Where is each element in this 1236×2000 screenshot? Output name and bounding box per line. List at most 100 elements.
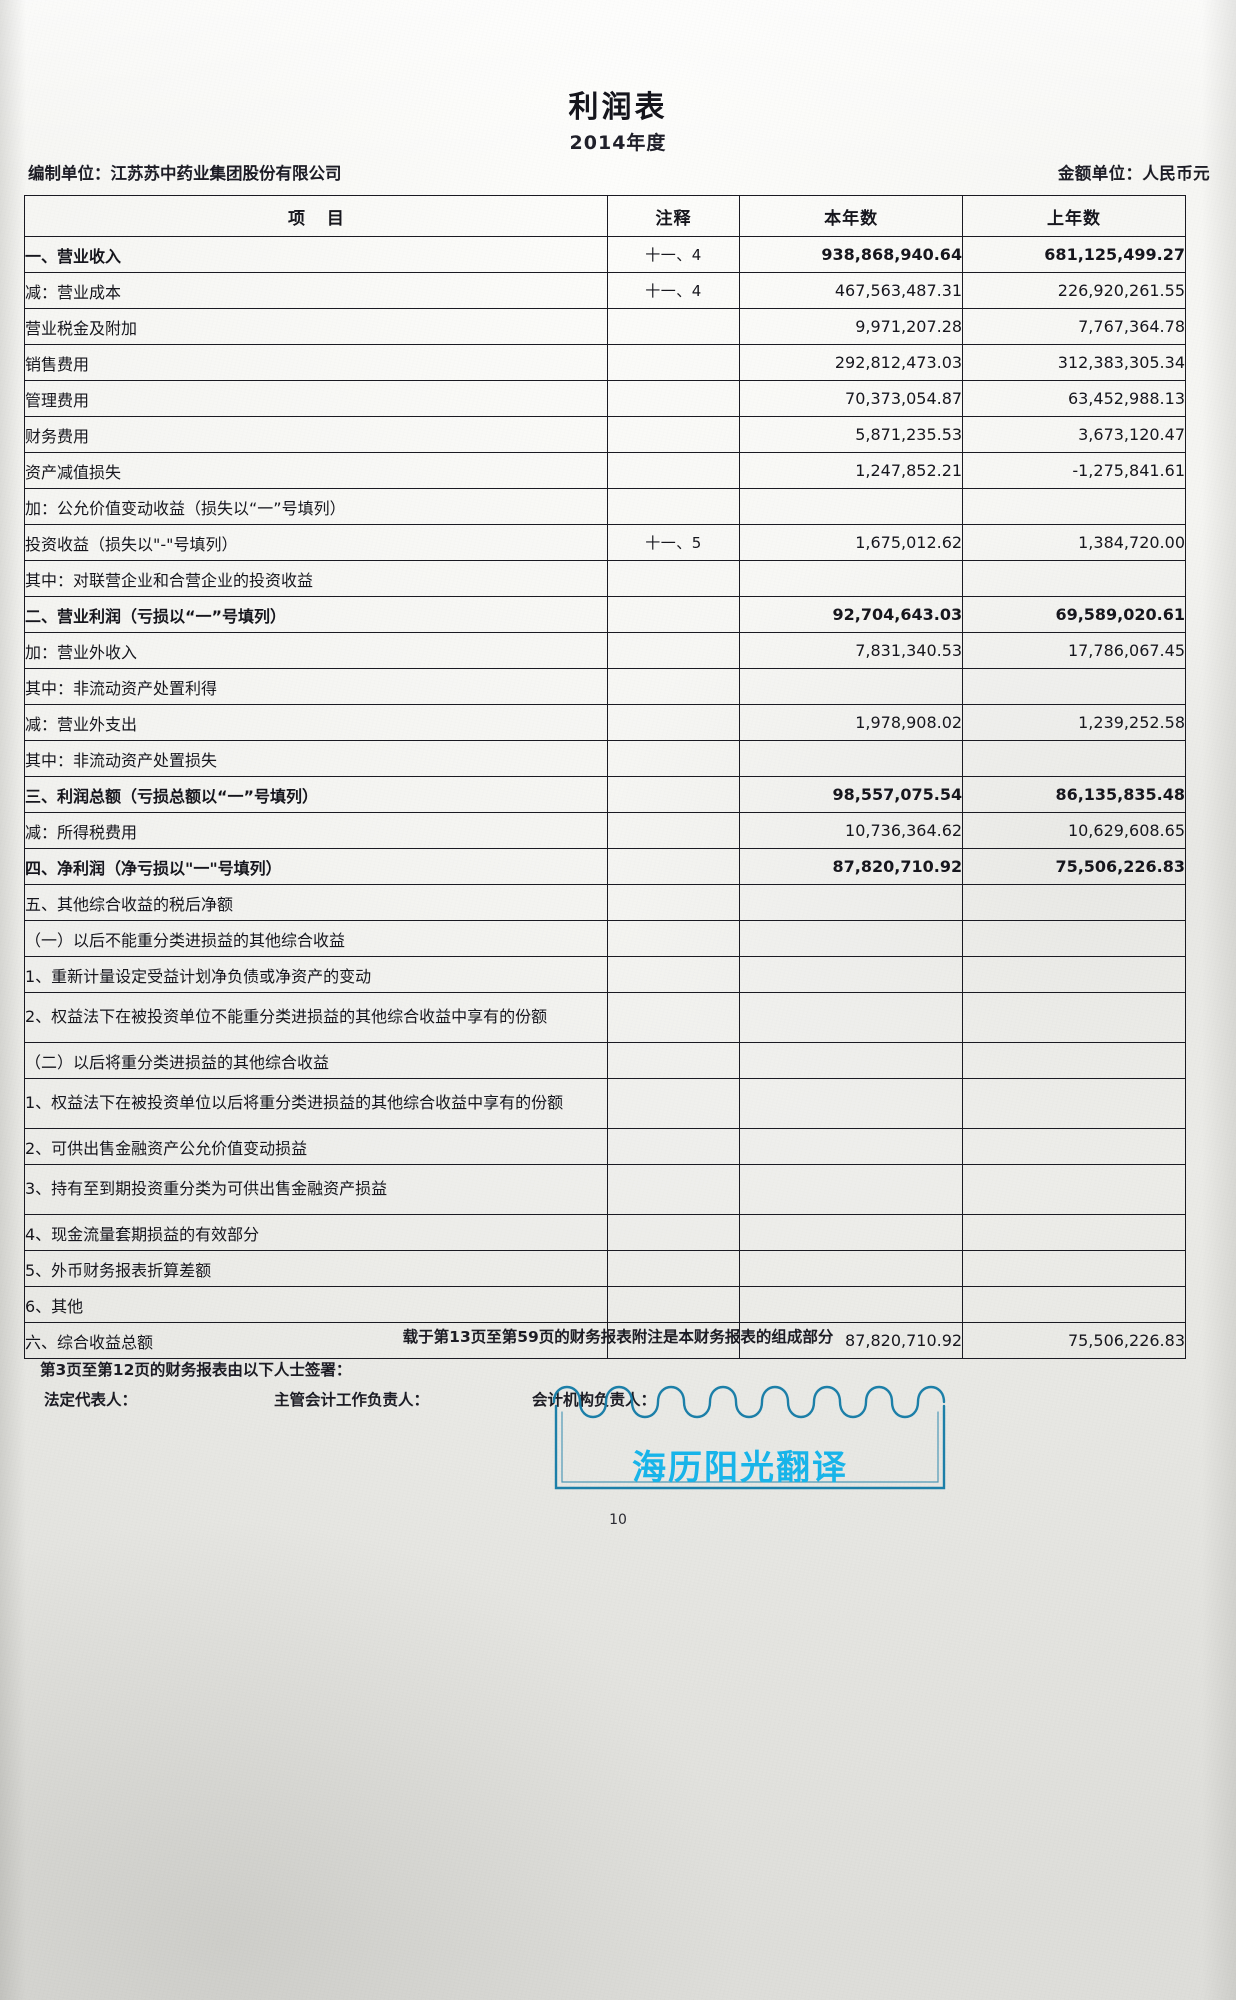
row-current-year-amount bbox=[739, 740, 964, 777]
table-body: 一、营业收入 十一、4 938,868,940.64 681,125,499.27 减：… bbox=[24, 236, 1186, 1359]
row-note-reference bbox=[606, 560, 741, 597]
row-note-reference bbox=[606, 776, 741, 813]
signature-note: 第3页至第12页的财务报表由以下人士签署： bbox=[40, 1361, 352, 1379]
column-header-previous-year: 上年数 bbox=[962, 195, 1186, 237]
row-note-reference bbox=[606, 1078, 741, 1129]
row-previous-year-amount bbox=[962, 740, 1186, 777]
row-note-reference bbox=[606, 992, 741, 1043]
table-row: 2、可供出售金融资产公允价值变动损益 bbox=[24, 1128, 1186, 1165]
row-label: 2、权益法下在被投资单位不能重分类进损益的其他综合收益中享有的份额 bbox=[24, 992, 608, 1043]
row-previous-year-amount bbox=[962, 1250, 1186, 1287]
table-row: 5、外币财务报表折算差额 bbox=[24, 1250, 1186, 1287]
watermark-text: 海历阳光翻译 bbox=[632, 1448, 848, 1488]
row-current-year-amount bbox=[739, 1286, 964, 1323]
financial-statement-footnote: 载于第13页至第59页的财务报表附注是本财务报表的组成部分 bbox=[402, 1328, 834, 1346]
row-label: 6、其他 bbox=[24, 1286, 608, 1323]
row-current-year-amount: 1,675,012.62 bbox=[739, 524, 964, 561]
row-current-year-amount bbox=[739, 560, 964, 597]
table-row: 1、重新计量设定受益计划净负债或净资产的变动 bbox=[24, 956, 1186, 993]
row-current-year-amount: 98,557,075.54 bbox=[739, 776, 964, 813]
row-label: 三、利润总额（亏损总额以“一”号填列） bbox=[24, 776, 608, 813]
row-label: 四、净利润（净亏损以"一"号填列） bbox=[24, 848, 608, 885]
row-previous-year-amount bbox=[962, 1286, 1186, 1323]
row-previous-year-amount: 75,506,226.83 bbox=[962, 1322, 1186, 1359]
table-row: 管理费用 70,373,054.87 63,452,988.13 bbox=[24, 380, 1186, 417]
income-statement-table: 项 目 注释 本年数 上年数 一、营业收入 十一、4 938,868,940.64 6… bbox=[24, 195, 1186, 1359]
row-current-year-amount bbox=[739, 1250, 964, 1287]
row-previous-year-amount: 1,384,720.00 bbox=[962, 524, 1186, 561]
row-label: 其中：对联营企业和合营企业的投资收益 bbox=[24, 560, 608, 597]
row-note-reference bbox=[606, 956, 741, 993]
row-current-year-amount: 292,812,473.03 bbox=[739, 344, 964, 381]
row-previous-year-amount bbox=[962, 1214, 1186, 1251]
row-previous-year-amount: 1,239,252.58 bbox=[962, 704, 1186, 741]
table-row: 营业税金及附加 9,971,207.28 7,767,364.78 bbox=[24, 308, 1186, 345]
table-row: 二、营业利润（亏损以“一”号填列） 92,704,643.03 69,589,020… bbox=[24, 596, 1186, 633]
row-label: （二）以后将重分类进损益的其他综合收益 bbox=[24, 1042, 608, 1079]
table-row: 财务费用 5,871,235.53 3,673,120.47 bbox=[24, 416, 1186, 453]
row-current-year-amount bbox=[739, 1078, 964, 1129]
row-current-year-amount: 87,820,710.92 bbox=[739, 1322, 964, 1359]
row-label: 二、营业利润（亏损以“一”号填列） bbox=[24, 596, 608, 633]
row-current-year-amount: 10,736,364.62 bbox=[739, 812, 964, 849]
table-row: 其中：非流动资产处置利得 bbox=[24, 668, 1186, 705]
signature-row: 法定代表人： 主管会计工作负责人： 会计机构负责人： bbox=[44, 1388, 784, 1410]
row-note-reference: 十一、4 bbox=[606, 236, 741, 273]
row-note-reference bbox=[606, 632, 741, 669]
row-current-year-amount bbox=[739, 956, 964, 993]
table-row: 2、权益法下在被投资单位不能重分类进损益的其他综合收益中享有的份额 bbox=[24, 992, 1186, 1043]
row-note-reference bbox=[606, 884, 741, 921]
row-note-reference bbox=[606, 308, 741, 345]
row-note-reference bbox=[606, 1286, 741, 1323]
table-row: （一）以后不能重分类进损益的其他综合收益 bbox=[24, 920, 1186, 957]
watermark-frame-icon bbox=[552, 1385, 946, 1490]
report-period: 2014年度 bbox=[569, 132, 667, 154]
translation-watermark: 海历阳光翻译 bbox=[540, 1356, 958, 1496]
table-row: 1、权益法下在被投资单位以后将重分类进损益的其他综合收益中享有的份额 bbox=[24, 1078, 1186, 1129]
signatory-accounting-institution: 会计机构负责人： bbox=[532, 1391, 657, 1409]
column-header-current-year: 本年数 bbox=[739, 195, 964, 237]
table-row: 减：所得税费用 10,736,364.62 10,629,608.65 bbox=[24, 812, 1186, 849]
income-statement-table-wrapper: 项 目 注释 本年数 上年数 一、营业收入 十一、4 938,868,940.64 6… bbox=[24, 195, 1186, 1359]
row-current-year-amount: 7,831,340.53 bbox=[739, 632, 964, 669]
table-row: 五、其他综合收益的税后净额 bbox=[24, 884, 1186, 921]
row-label: 加：公允价值变动收益（损失以“一”号填列） bbox=[24, 488, 608, 525]
row-label: 一、营业收入 bbox=[24, 236, 608, 273]
row-note-reference bbox=[606, 1128, 741, 1165]
row-current-year-amount: 9,971,207.28 bbox=[739, 308, 964, 345]
row-note-reference bbox=[606, 380, 741, 417]
row-current-year-amount bbox=[739, 1128, 964, 1165]
row-note-reference bbox=[606, 920, 741, 957]
row-note-reference: 十一、5 bbox=[606, 524, 741, 561]
row-current-year-amount bbox=[739, 1042, 964, 1079]
row-label: 六、综合收益总额 bbox=[24, 1322, 608, 1359]
row-current-year-amount: 1,247,852.21 bbox=[739, 452, 964, 489]
column-header-note: 注释 bbox=[606, 195, 741, 237]
table-row: 销售费用 292,812,473.03 312,383,305.34 bbox=[24, 344, 1186, 381]
row-previous-year-amount bbox=[962, 1164, 1186, 1215]
row-label: 1、重新计量设定受益计划净负债或净资产的变动 bbox=[24, 956, 608, 993]
row-label: 4、现金流量套期损益的有效部分 bbox=[24, 1214, 608, 1251]
table-meta: 编制单位：江苏苏中药业集团股份有限公司 金额单位：人民币元 bbox=[28, 160, 1210, 184]
table-header-row: 项 目 注释 本年数 上年数 bbox=[24, 195, 1186, 237]
row-note-reference bbox=[606, 668, 741, 705]
row-current-year-amount bbox=[739, 884, 964, 921]
table-row: 资产减值损失 1,247,852.21 -1,275,841.61 bbox=[24, 452, 1186, 489]
row-note-reference bbox=[606, 1042, 741, 1079]
row-note-reference bbox=[606, 1250, 741, 1287]
row-previous-year-amount bbox=[962, 560, 1186, 597]
row-previous-year-amount bbox=[962, 1128, 1186, 1165]
row-note-reference bbox=[606, 1164, 741, 1215]
table-row: 减：营业外支出 1,978,908.02 1,239,252.58 bbox=[24, 704, 1186, 741]
table-row: 其中：非流动资产处置损失 bbox=[24, 740, 1186, 777]
row-note-reference bbox=[606, 452, 741, 489]
row-label: 其中：非流动资产处置利得 bbox=[24, 668, 608, 705]
row-previous-year-amount bbox=[962, 992, 1186, 1043]
table-row: 6、其他 bbox=[24, 1286, 1186, 1323]
row-previous-year-amount: 75,506,226.83 bbox=[962, 848, 1186, 885]
row-note-reference bbox=[606, 596, 741, 633]
row-label: 销售费用 bbox=[24, 344, 608, 381]
row-previous-year-amount: 3,673,120.47 bbox=[962, 416, 1186, 453]
row-note-reference bbox=[606, 1322, 741, 1359]
row-previous-year-amount bbox=[962, 1042, 1186, 1079]
